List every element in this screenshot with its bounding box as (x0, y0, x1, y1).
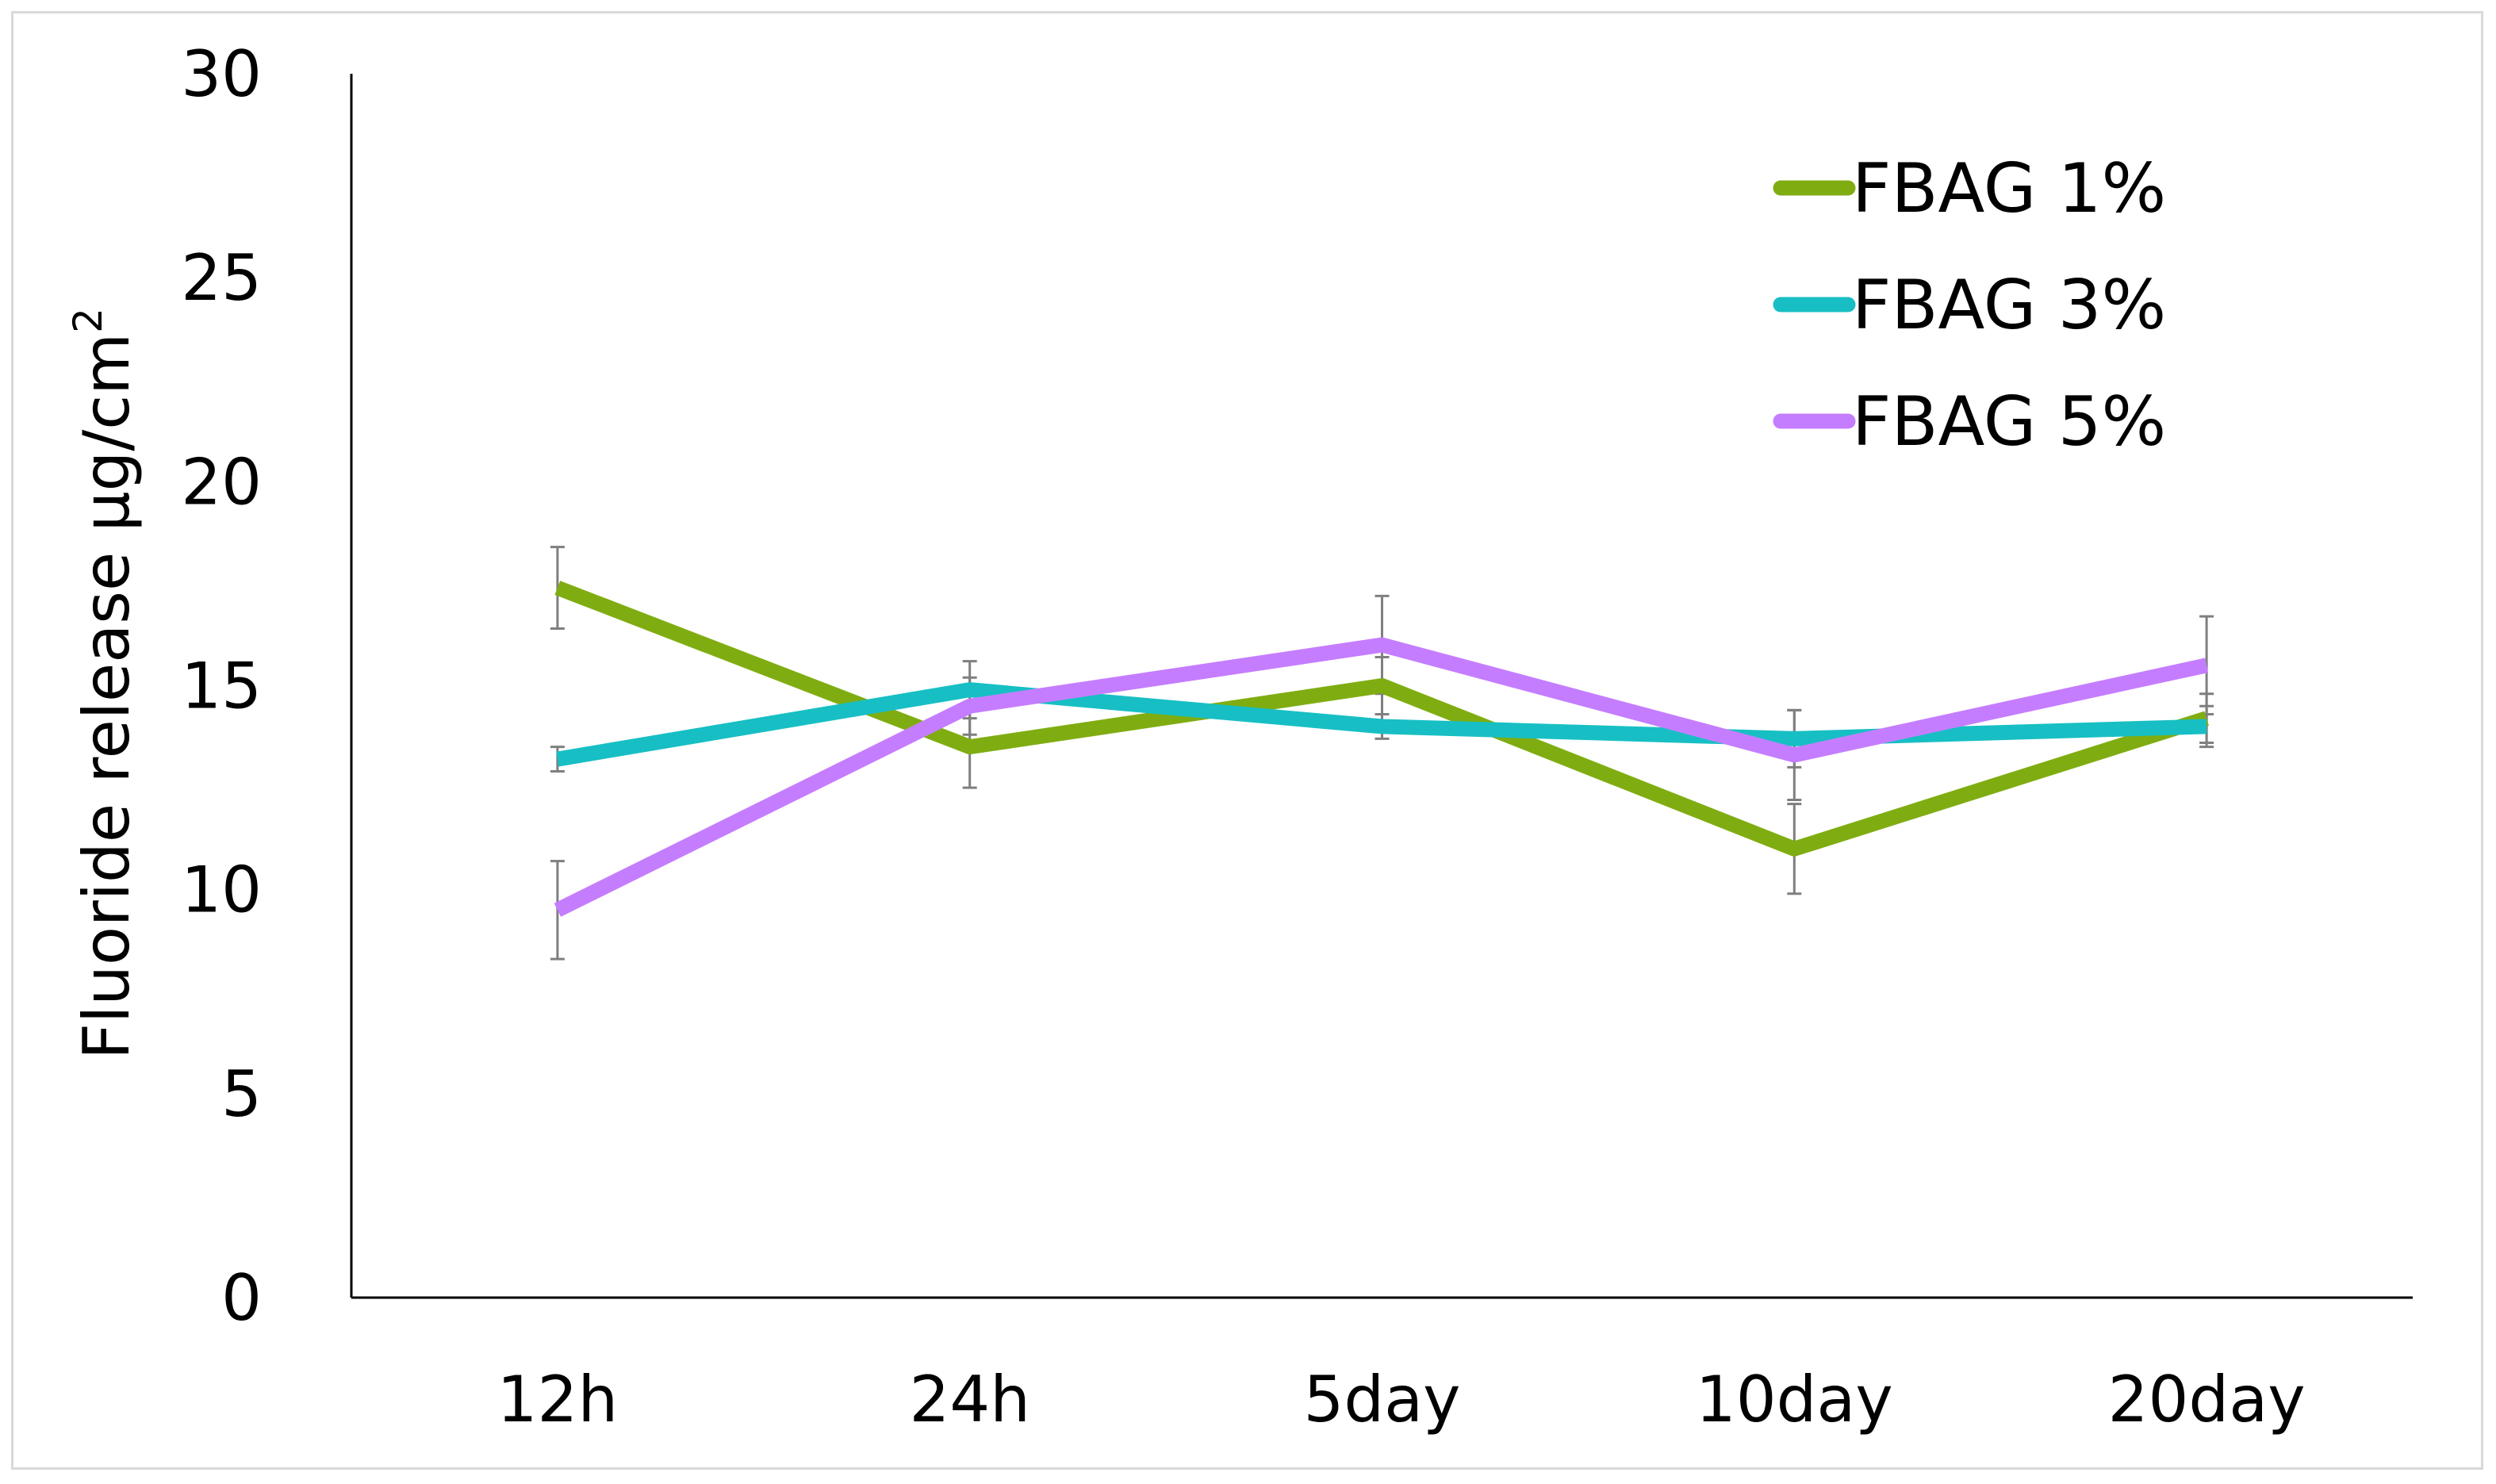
x-tick-labels: 12h 24h 5day 10day 20day (497, 1363, 2306, 1436)
series-line (554, 581, 2209, 857)
y-tick-label: 20 (181, 445, 262, 519)
x-tick-label: 10day (1696, 1363, 1893, 1436)
y-tick-label: 25 (181, 241, 262, 315)
legend-item: FBAG 1% (1773, 149, 2166, 228)
x-tick-label: 20day (2108, 1363, 2306, 1436)
legend-label: FBAG 1% (1852, 149, 2166, 228)
y-tick-label: 10 (181, 853, 262, 927)
y-tick-label: 30 (181, 37, 262, 111)
y-tick-labels: 0 5 10 15 20 25 30 (181, 37, 262, 1335)
series-lines (554, 581, 2209, 917)
x-tick-label: 24h (909, 1363, 1030, 1436)
series-line (554, 637, 2209, 917)
y-tick-label: 5 (221, 1057, 262, 1131)
error-bars (550, 546, 2214, 961)
legend-label: FBAG 3% (1852, 266, 2166, 345)
legend-item: FBAG 3% (1773, 266, 2166, 345)
legend-label: FBAG 5% (1852, 382, 2166, 462)
series-line (556, 682, 2207, 767)
legend: FBAG 1% FBAG 3% FBAG 5% (1773, 149, 2166, 462)
y-tick-label: 15 (181, 650, 262, 723)
y-axis-title: Fluoride release µg/cm2 (65, 308, 144, 1060)
y-axis-title-superscript: 2 (65, 308, 111, 333)
y-axis-title-text: Fluoride release µg/cm (70, 333, 144, 1060)
axes (350, 74, 2413, 1299)
y-tick-label: 0 (221, 1261, 262, 1335)
x-tick-label: 5day (1303, 1363, 1460, 1436)
legend-item: FBAG 5% (1773, 382, 2166, 462)
chart-frame (11, 11, 2483, 1470)
x-tick-label: 12h (497, 1363, 619, 1436)
